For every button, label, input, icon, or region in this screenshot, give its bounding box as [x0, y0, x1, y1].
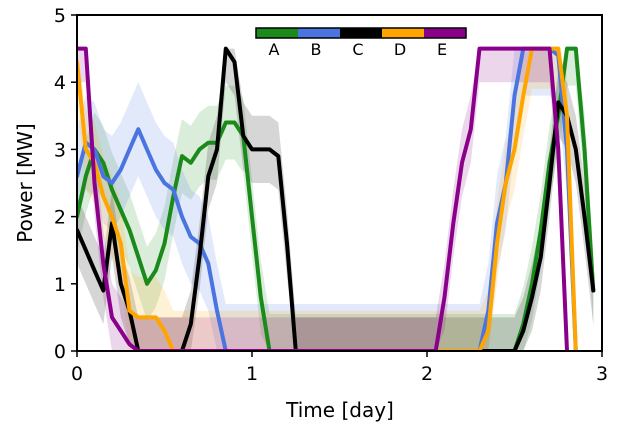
y-tick-label: 4 [54, 72, 66, 94]
legend-swatch-e [424, 28, 466, 38]
legend-swatch-b [298, 28, 340, 38]
legend-frame [255, 27, 467, 39]
legend-swatch-d [382, 28, 424, 38]
band-e [77, 48, 567, 351]
band-b [77, 48, 576, 351]
legend-label-c: C [352, 40, 363, 59]
plot-frame [76, 14, 603, 352]
band-a [77, 48, 594, 351]
x-tick-label: 1 [246, 363, 258, 385]
legend-label-e: E [437, 40, 447, 59]
legend-swatch-a [256, 28, 298, 38]
legend-label-b: B [311, 40, 322, 59]
y-tick-label: 3 [54, 139, 66, 161]
legend-label-a: A [269, 40, 280, 59]
series-line-e [77, 46, 569, 351]
y-axis-title: Power [MW] [13, 123, 37, 242]
series-line-a [77, 46, 596, 351]
band-c [77, 48, 594, 351]
y-tick-label: 1 [54, 274, 66, 296]
legend-swatch-c [340, 28, 382, 38]
y-tick-label: 0 [54, 341, 66, 363]
legend-label-d: D [394, 40, 406, 59]
series-lines [77, 46, 596, 351]
x-axis-ticks: 0 1 2 3 [71, 351, 608, 385]
x-tick-label: 2 [421, 363, 433, 385]
y-axis-ticks: 0 1 2 3 4 5 [54, 5, 77, 363]
x-tick-label: 3 [596, 363, 608, 385]
x-tick-label: 0 [71, 363, 83, 385]
x-axis-title: Time [day] [285, 398, 394, 422]
y-tick-label: 5 [54, 5, 66, 27]
legend: A B C D E [255, 27, 467, 59]
y-tick-label: 2 [54, 207, 66, 229]
